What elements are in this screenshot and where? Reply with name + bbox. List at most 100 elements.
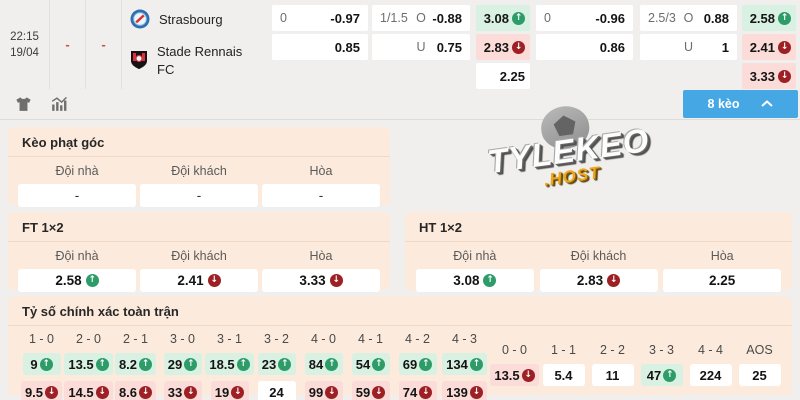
score-odds-cell[interactable]: 14.5 ↓ [64, 381, 113, 400]
score-odds-cell[interactable]: 134 ↑ [442, 353, 487, 375]
score-column: 3 - 1 18.5 ↑ 19 ↓ [205, 332, 254, 400]
corner-away-cell[interactable]: - [140, 184, 258, 207]
ht-home-odds-cell[interactable]: 3.08 ↑ [415, 269, 534, 292]
score-odds-cell[interactable]: 59 ↓ [351, 381, 390, 400]
odds-cell-ou1-over[interactable]: 1/1.5 O -0.88 [372, 5, 470, 31]
score-odds-cell[interactable]: 99 ↓ [304, 381, 343, 400]
score-label: 1 - 0 [28, 332, 54, 346]
score-odds-cell[interactable]: 23 ↑ [257, 353, 296, 375]
corner-home-cell[interactable]: - [18, 184, 136, 207]
odds-cell-x12-1-draw[interactable]: 2.25 [476, 63, 530, 89]
down-arrow-icon: ↓ [607, 274, 621, 287]
up-arrow-icon: ↑ [483, 274, 497, 287]
score-odds-cell[interactable]: 139 ↓ [442, 381, 487, 400]
score-column: 4 - 1 54 ↑ 59 ↓ [347, 332, 394, 400]
score-odds-cell[interactable]: 24 [257, 381, 296, 400]
odds-cell-hdp1-away[interactable]: 0.85 [272, 34, 368, 60]
score-label: 1 - 1 [550, 343, 576, 357]
kickoff-time: 22:15 [10, 30, 39, 43]
watermark-brand: TYLEKEO [485, 120, 652, 181]
score-odds-cell[interactable]: 5.4 [542, 364, 585, 386]
score-odds-cell[interactable]: 13.5 ↓ [490, 364, 539, 386]
score-odds-cell[interactable]: 224 [689, 364, 732, 386]
score-odds-cell[interactable]: 33 ↓ [163, 381, 202, 400]
score-odds-cell[interactable]: 8.6 ↓ [114, 381, 157, 400]
score-odds-cell[interactable]: 74 ↓ [398, 381, 437, 400]
score-odds-cell[interactable]: 29 ↑ [163, 353, 202, 375]
odds-cell-x12-2-away[interactable]: 2.41 ↓ [742, 34, 796, 60]
x12-ft-group: 2.58 ↑ 2.41 ↓ 3.33 ↓ [742, 0, 796, 89]
score-label: 3 - 2 [263, 332, 289, 346]
score-odds-cell[interactable]: 47 ↑ [640, 364, 683, 386]
score-odds-cell[interactable]: 84 ↑ [304, 353, 343, 375]
odds-cell-x12-1-home[interactable]: 3.08 ↑ [476, 5, 530, 31]
home-score: - [50, 0, 86, 89]
draw-header: Hòa [309, 164, 333, 178]
score-label: 2 - 2 [599, 343, 625, 357]
ht-away-odds-cell[interactable]: 2.83 ↓ [539, 269, 658, 292]
score-column: AOS 25 [735, 343, 784, 400]
down-arrow-icon: ↓ [231, 385, 245, 399]
odds-cell-ou1-under[interactable]: U 0.75 [372, 34, 470, 60]
ft-away-odds-cell[interactable]: 2.41 ↓ [140, 269, 258, 292]
up-arrow-icon: ↑ [39, 357, 53, 371]
score-label: 4 - 4 [697, 343, 723, 357]
score-column: 0 - 0 13.5 ↓ [490, 343, 539, 400]
down-arrow-icon: ↓ [184, 385, 198, 399]
score-label: 3 - 1 [216, 332, 242, 346]
score-odds-cell[interactable]: 9.5 ↓ [20, 381, 63, 400]
draw-header: Hòa [309, 249, 333, 263]
ht-panel-title: HT 1×2 [405, 212, 792, 242]
ft-home-odds-cell[interactable]: 2.58 ↑ [18, 269, 136, 292]
down-arrow-icon: ↓ [372, 385, 386, 399]
ht-1x2-panel: HT 1×2 Đội nhà 3.08 ↑ Đội khách 2.83 ↓ H… [405, 212, 792, 292]
score-odds-cell[interactable]: 19 ↓ [210, 381, 249, 400]
score-odds-cell[interactable]: 8.2 ↑ [114, 353, 157, 375]
score-odds-cell[interactable]: 69 ↑ [398, 353, 437, 375]
score-odds-cell[interactable]: 11 [591, 364, 634, 386]
score-column: 4 - 4 224 [686, 343, 735, 400]
up-arrow-icon: ↑ [469, 357, 483, 371]
ft-draw-odds-cell[interactable]: 3.33 ↓ [262, 269, 380, 292]
odds-cell-x12-2-draw[interactable]: 3.33 ↓ [742, 63, 796, 89]
away-header: Đội khách [570, 249, 627, 263]
up-arrow-icon: ↑ [85, 274, 99, 287]
score-odds-cell[interactable]: 9 ↑ [22, 353, 61, 375]
down-arrow-icon: ↓ [139, 385, 153, 399]
correct-score-panel: Tỷ số chính xác toàn trận 1 - 0 9 ↑ 9.5 ↓ 2 -… [8, 296, 792, 400]
strasbourg-logo-icon [130, 9, 150, 29]
away-team-name: Stade Rennais FC [157, 43, 243, 77]
odds-cell-ou2-under[interactable]: U 1 [640, 34, 737, 60]
odds-cell-hdp1-home[interactable]: 0 -0.97 [272, 5, 368, 31]
down-arrow-icon: ↓ [469, 385, 483, 399]
jersey-icon[interactable] [14, 95, 33, 114]
away-header: Đội khách [171, 164, 227, 178]
score-label: 4 - 0 [310, 332, 336, 346]
correct-score-draw-group: 0 - 0 13.5 ↓ 1 - 1 5.4 2 - 2 11 3 - 3 47 ↑ 4 - 4 22… [490, 343, 784, 400]
ou-ht-group: 1/1.5 O -0.88 U 0.75 [372, 0, 470, 89]
corner-draw-cell[interactable]: - [262, 184, 380, 207]
down-arrow-icon: ↓ [95, 385, 109, 399]
score-column: 4 - 0 84 ↑ 99 ↓ [300, 332, 347, 400]
up-arrow-icon: ↑ [419, 357, 433, 371]
odds-cell-x12-2-home[interactable]: 2.58 ↑ [742, 5, 796, 31]
keo-count-button[interactable]: 8 kèo [683, 90, 798, 118]
score-odds-cell[interactable]: 25 [738, 364, 781, 386]
score-label: 3 - 3 [648, 343, 674, 357]
match-row: 22:15 19/04 - - Strasbourg [0, 0, 800, 89]
score-odds-cell[interactable]: 54 ↑ [351, 353, 390, 375]
home-team: Strasbourg [122, 6, 223, 32]
odds-cell-hdp2-home[interactable]: 0 -0.96 [536, 5, 633, 31]
score-odds-cell[interactable]: 18.5 ↑ [205, 353, 254, 375]
odds-cell-ou2-over[interactable]: 2.5/3 O 0.88 [640, 5, 737, 31]
ht-draw-odds-cell[interactable]: 2.25 [663, 269, 782, 292]
odds-cell-hdp2-away[interactable]: 0.86 [536, 34, 633, 60]
stats-chart-icon[interactable] [49, 95, 68, 114]
score-label: 3 - 0 [169, 332, 195, 346]
odds-cell-x12-1-away[interactable]: 2.83 ↓ [476, 34, 530, 60]
up-arrow-icon: ↑ [278, 357, 292, 371]
up-arrow-icon: ↑ [139, 357, 153, 371]
score-odds-cell[interactable]: 13.5 ↑ [64, 353, 113, 375]
toolbar: 8 kèo [0, 89, 800, 120]
